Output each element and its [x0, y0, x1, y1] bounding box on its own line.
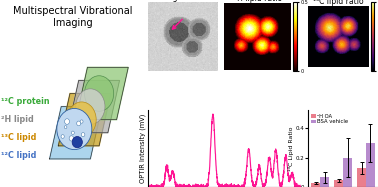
Text: ¹²C lipid: ¹²C lipid [2, 151, 37, 160]
Legend: ²H OA, BSA vehicle: ²H OA, BSA vehicle [311, 113, 349, 125]
Ellipse shape [61, 135, 64, 138]
Y-axis label: Ratio: Ratio [310, 30, 314, 43]
Polygon shape [76, 67, 128, 120]
Ellipse shape [85, 76, 114, 111]
Ellipse shape [64, 126, 67, 129]
Ellipse shape [72, 137, 82, 148]
Bar [343, 157, 352, 187]
Bar [320, 177, 329, 187]
Ellipse shape [76, 89, 105, 124]
Bar [357, 168, 366, 187]
Ellipse shape [81, 133, 85, 137]
Text: ¹³C lipid: ¹³C lipid [2, 133, 37, 142]
Ellipse shape [69, 136, 74, 141]
Polygon shape [67, 80, 119, 133]
Polygon shape [58, 94, 111, 146]
Text: Multispectral Vibrational
Imaging: Multispectral Vibrational Imaging [13, 6, 133, 28]
Ellipse shape [71, 131, 74, 134]
Ellipse shape [57, 108, 92, 150]
Text: ¹²C protein: ¹²C protein [2, 97, 50, 106]
Bar [335, 180, 343, 187]
Ellipse shape [80, 120, 83, 123]
Title: ²H lipid ratio: ²H lipid ratio [234, 0, 282, 3]
Ellipse shape [67, 102, 96, 137]
Ellipse shape [65, 119, 70, 124]
Bar [311, 183, 320, 187]
Bar [366, 143, 375, 187]
Ellipse shape [77, 121, 81, 126]
Y-axis label: OPTIR Intensity (mV): OPTIR Intensity (mV) [140, 114, 146, 183]
Title: ¹³C lipid ratio: ¹³C lipid ratio [313, 0, 364, 6]
Y-axis label: ¹³C Lipid Ratio: ¹³C Lipid Ratio [288, 126, 294, 171]
Polygon shape [50, 107, 102, 159]
Title: Brightfield: Brightfield [162, 0, 203, 1]
Text: ²H lipid: ²H lipid [2, 115, 34, 124]
